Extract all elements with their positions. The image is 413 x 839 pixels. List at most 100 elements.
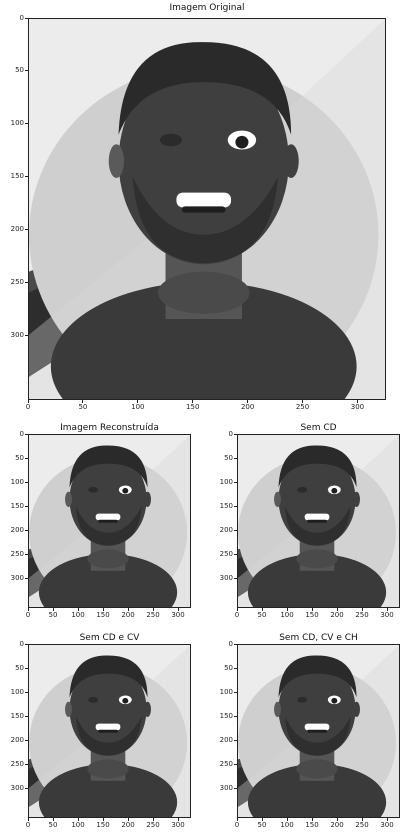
x-tick-mark [302, 400, 304, 403]
x-tick-label: 250 [295, 403, 310, 411]
y-tick-mark [234, 763, 237, 765]
x-tick-label: 300 [380, 821, 394, 829]
y-tick-label: 300 [219, 784, 233, 793]
x-tick-label: 100 [280, 821, 294, 829]
panel-no-cd-cv: Sem CD e CV 0 50 100 150 200 250 300 0 50 100 150… [0, 630, 206, 839]
y-tick-label: 150 [219, 501, 233, 510]
x-tick-mark [336, 818, 338, 821]
y-tick-label: 100 [219, 477, 233, 486]
y-tick-label: 300 [10, 574, 24, 583]
x-tick-mark [82, 400, 84, 403]
x-tick-mark [386, 608, 388, 611]
x-tick-mark [152, 818, 154, 821]
portrait-image [238, 435, 399, 607]
x-tick-label: 250 [355, 611, 369, 619]
panel-title: Sem CD, CV e CH [279, 633, 358, 643]
y-tick-mark [25, 788, 28, 790]
image-frame [28, 18, 386, 400]
y-tick-label: 100 [10, 119, 24, 128]
y-tick-mark [234, 529, 237, 531]
y-tick-mark [25, 481, 28, 483]
x-tick-mark [127, 818, 129, 821]
y-tick-mark [234, 691, 237, 693]
portrait-image [238, 645, 399, 817]
x-tick-label: 100 [131, 403, 145, 411]
x-tick-label: 150 [96, 611, 110, 619]
y-tick-label: 50 [15, 663, 24, 672]
x-tick-label: 150 [96, 821, 110, 829]
x-tick-mark [152, 608, 154, 611]
portrait-image [29, 435, 190, 607]
y-tick-label: 100 [219, 687, 233, 696]
x-tick-label: 200 [121, 821, 135, 829]
y-tick-mark [234, 481, 237, 483]
y-tick-label: 0 [228, 429, 233, 438]
y-tick-label: 0 [19, 639, 24, 648]
x-tick-mark [261, 608, 263, 611]
y-tick-label: 300 [10, 330, 24, 339]
x-tick-mark [177, 608, 179, 611]
panel-title: Sem CD [300, 423, 337, 433]
x-tick-label: 50 [48, 821, 58, 829]
x-tick-label: 200 [240, 403, 255, 411]
y-tick-label: 150 [10, 501, 24, 510]
x-tick-label: 250 [355, 821, 369, 829]
x-tick-label: 100 [280, 611, 294, 619]
x-tick-mark [52, 818, 54, 821]
y-tick-mark [25, 433, 28, 435]
y-tick-label: 50 [224, 663, 233, 672]
y-tick-mark [25, 763, 28, 765]
y-tick-mark [234, 553, 237, 555]
y-tick-label: 50 [224, 453, 233, 462]
panel-reconstructed: Imagem Reconstruída 0 50 100 150 200 250 300 0… [0, 420, 206, 620]
x-tick-mark [336, 608, 338, 611]
y-tick-label: 250 [10, 759, 24, 768]
x-tick-mark [236, 818, 238, 821]
y-tick-mark [25, 529, 28, 531]
y-tick-mark [25, 70, 28, 72]
y-tick-label: 100 [10, 687, 24, 696]
y-tick-label: 150 [10, 711, 24, 720]
panel-no-cd-cv-ch: Sem CD, CV e CH 0 50 100 150 200 250 300 0 50 10… [207, 630, 413, 839]
y-tick-label: 0 [228, 639, 233, 648]
panel-title: Imagem Reconstruída [60, 423, 159, 433]
x-tick-label: 200 [330, 821, 344, 829]
y-tick-label: 200 [10, 735, 24, 744]
x-tick-label: 50 [48, 611, 58, 619]
y-tick-mark [25, 667, 28, 669]
x-tick-mark [77, 608, 79, 611]
y-tick-label: 250 [10, 278, 24, 287]
x-tick-mark [127, 608, 129, 611]
y-tick-mark [25, 505, 28, 507]
y-tick-mark [234, 643, 237, 645]
y-tick-label: 250 [10, 549, 24, 558]
x-tick-mark [177, 818, 179, 821]
x-tick-label: 200 [330, 611, 344, 619]
x-tick-label: 300 [171, 821, 185, 829]
image-frame [237, 644, 400, 818]
y-tick-mark [234, 715, 237, 717]
y-tick-label: 250 [219, 549, 233, 558]
y-tick-label: 150 [10, 172, 24, 181]
y-tick-mark [234, 433, 237, 435]
x-tick-mark [102, 608, 104, 611]
x-tick-label: 150 [186, 403, 200, 411]
x-tick-mark [102, 818, 104, 821]
x-tick-mark [52, 608, 54, 611]
x-tick-label: 0 [234, 821, 240, 829]
y-tick-mark [25, 739, 28, 741]
x-tick-mark [27, 818, 29, 821]
y-tick-label: 0 [19, 429, 24, 438]
image-frame [28, 434, 191, 608]
x-tick-mark [192, 400, 194, 403]
panel-title: Imagem Original [169, 3, 245, 13]
y-tick-label: 100 [10, 477, 24, 486]
x-tick-label: 150 [305, 821, 319, 829]
x-tick-label: 50 [257, 611, 267, 619]
x-tick-label: 300 [171, 611, 185, 619]
x-tick-mark [311, 608, 313, 611]
x-tick-label: 50 [78, 403, 88, 411]
y-tick-mark [25, 229, 28, 231]
x-tick-mark [27, 608, 29, 611]
x-tick-label: 0 [234, 611, 240, 619]
